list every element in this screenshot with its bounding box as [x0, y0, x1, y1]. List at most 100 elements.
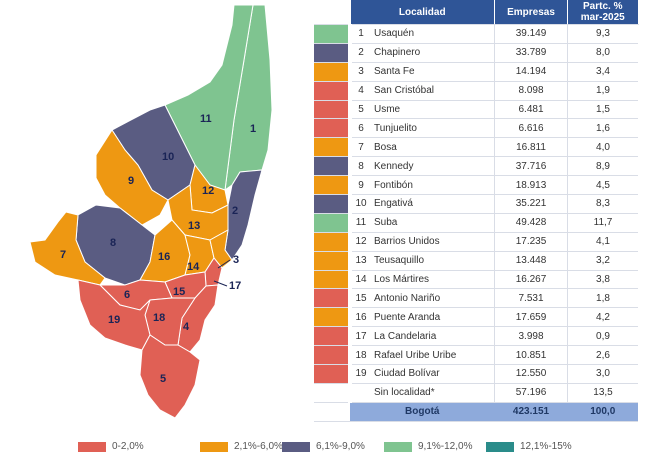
color-swatch — [314, 307, 352, 328]
table-body: 1 Usaquén 39.149 9,3 2 Chapinero 33.789 8,0 3 San… — [314, 24, 638, 403]
color-swatch — [314, 288, 352, 309]
table-row: 8 Kennedy 37.716 8,9 — [314, 156, 638, 177]
share-value: 4,2 — [567, 307, 638, 328]
color-swatch — [314, 118, 352, 139]
companies-value: 37.716 — [494, 156, 568, 177]
callout-line-17 — [213, 280, 228, 287]
companies-value: 7.531 — [494, 288, 568, 309]
map-label-2: 2 — [232, 205, 238, 217]
locality-name: Puente Aranda — [370, 307, 495, 328]
map-label-19: 19 — [108, 314, 120, 326]
header-share-label: Partc. % — [583, 1, 623, 12]
map-label-5: 5 — [160, 373, 166, 385]
color-swatch — [314, 137, 352, 158]
map-label-6: 6 — [124, 289, 130, 301]
table-row: 17 La Candelaria 3.998 0,9 — [314, 326, 638, 347]
share-value: 4,1 — [567, 232, 638, 252]
row-number: 17 — [350, 326, 370, 347]
share-value: 1,6 — [567, 118, 638, 139]
color-swatch — [314, 194, 352, 214]
color-swatch — [314, 24, 352, 44]
share-value: 3,8 — [567, 270, 638, 290]
color-swatch — [314, 213, 352, 233]
color-swatch — [314, 232, 352, 252]
row-number — [350, 383, 370, 403]
table-row: 16 Puente Aranda 17.659 4,2 — [314, 307, 638, 328]
locality-name: Kennedy — [370, 156, 495, 177]
companies-value: 57.196 — [494, 383, 568, 403]
locality-name: Usme — [370, 100, 495, 120]
share-value: 1,9 — [567, 81, 638, 101]
row-number: 7 — [350, 137, 370, 158]
table-row: 10 Engativá 35.221 8,3 — [314, 194, 638, 214]
legend-label: 12,1%-15% — [520, 441, 572, 452]
legend-label: 0-2,0% — [112, 441, 144, 452]
companies-value: 12.550 — [494, 364, 568, 384]
companies-value: 6.616 — [494, 118, 568, 139]
companies-value: 16.811 — [494, 137, 568, 158]
map-label-7: 7 — [60, 249, 66, 261]
color-swatch — [314, 251, 352, 271]
table-row: Sin localidad* 57.196 13,5 — [314, 383, 638, 403]
row-number: 9 — [350, 175, 370, 196]
companies-value: 3.998 — [494, 326, 568, 347]
locality-name: Suba — [370, 213, 495, 233]
table-row: 15 Antonio Nariño 7.531 1,8 — [314, 288, 638, 309]
table-row: 11 Suba 49.428 11,7 — [314, 213, 638, 233]
color-swatch — [314, 383, 352, 403]
locality-name: Usaquén — [370, 24, 495, 44]
table-row: 3 Santa Fe 14.194 3,4 — [314, 62, 638, 82]
locality-name: Antonio Nariño — [370, 288, 495, 309]
locality-name: Rafael Uribe Uribe — [370, 345, 495, 366]
row-number: 19 — [350, 364, 370, 384]
companies-value: 39.149 — [494, 24, 568, 44]
total-share: 100,0 — [567, 402, 638, 422]
locality-fontibon[interactable] — [95, 129, 169, 226]
row-number: 2 — [350, 43, 370, 63]
companies-value: 49.428 — [494, 213, 568, 233]
map-label-18: 18 — [153, 312, 165, 324]
legend: 0-2,0% 2,1%-6,0% 6,1%-9,0% 9,1%-12,0% 12,1%-… — [70, 440, 650, 460]
bogota-localities-map: 1 2 3 4 5 6 7 8 9 10 11 12 13 14 15 16 1… — [29, 4, 273, 419]
companies-value: 18.913 — [494, 175, 568, 196]
map-label-16: 16 — [158, 251, 170, 263]
header-share: Partc. % mar-2025 — [567, 0, 639, 25]
locality-usme[interactable] — [139, 334, 201, 419]
map-label-4: 4 — [183, 321, 190, 333]
color-swatch — [314, 100, 352, 120]
header-companies: Empresas — [494, 0, 568, 25]
locality-name: Barrios Unidos — [370, 232, 495, 252]
table-row: 1 Usaquén 39.149 9,3 — [314, 24, 638, 44]
row-number: 4 — [350, 81, 370, 101]
locality-name: Sin localidad* — [370, 383, 495, 403]
row-number: 15 — [350, 288, 370, 309]
color-swatch — [314, 81, 352, 101]
share-value: 13,5 — [567, 383, 638, 403]
row-number: 10 — [350, 194, 370, 214]
map-label-10: 10 — [162, 151, 174, 163]
row-number: 14 — [350, 270, 370, 290]
header-swatch — [314, 0, 351, 25]
legend-swatch — [78, 442, 106, 452]
color-swatch — [314, 326, 352, 347]
row-number: 13 — [350, 251, 370, 271]
locality-name: Santa Fe — [370, 62, 495, 82]
total-companies: 423.151 — [494, 402, 568, 422]
table-row: 13 Teusaquillo 13.448 3,2 — [314, 251, 638, 271]
locality-name: Bosa — [370, 137, 495, 158]
share-value: 9,3 — [567, 24, 638, 44]
locality-name: Fontibón — [370, 175, 495, 196]
map-label-15: 15 — [173, 286, 185, 298]
map-label-12: 12 — [202, 185, 214, 197]
table-row: 2 Chapinero 33.789 8,0 — [314, 43, 638, 63]
table-row: 7 Bosa 16.811 4,0 — [314, 137, 638, 158]
total-row: Bogotá 423.151 100,0 — [314, 402, 638, 422]
legend-swatch — [200, 442, 228, 452]
map-label-11: 11 — [200, 113, 212, 125]
locality-name: Engativá — [370, 194, 495, 214]
table-row: 14 Los Mártires 16.267 3,8 — [314, 270, 638, 290]
map-label-17: 17 — [229, 280, 241, 292]
table-row: 9 Fontibón 18.913 4,5 — [314, 175, 638, 196]
companies-value: 16.267 — [494, 270, 568, 290]
companies-value: 17.659 — [494, 307, 568, 328]
